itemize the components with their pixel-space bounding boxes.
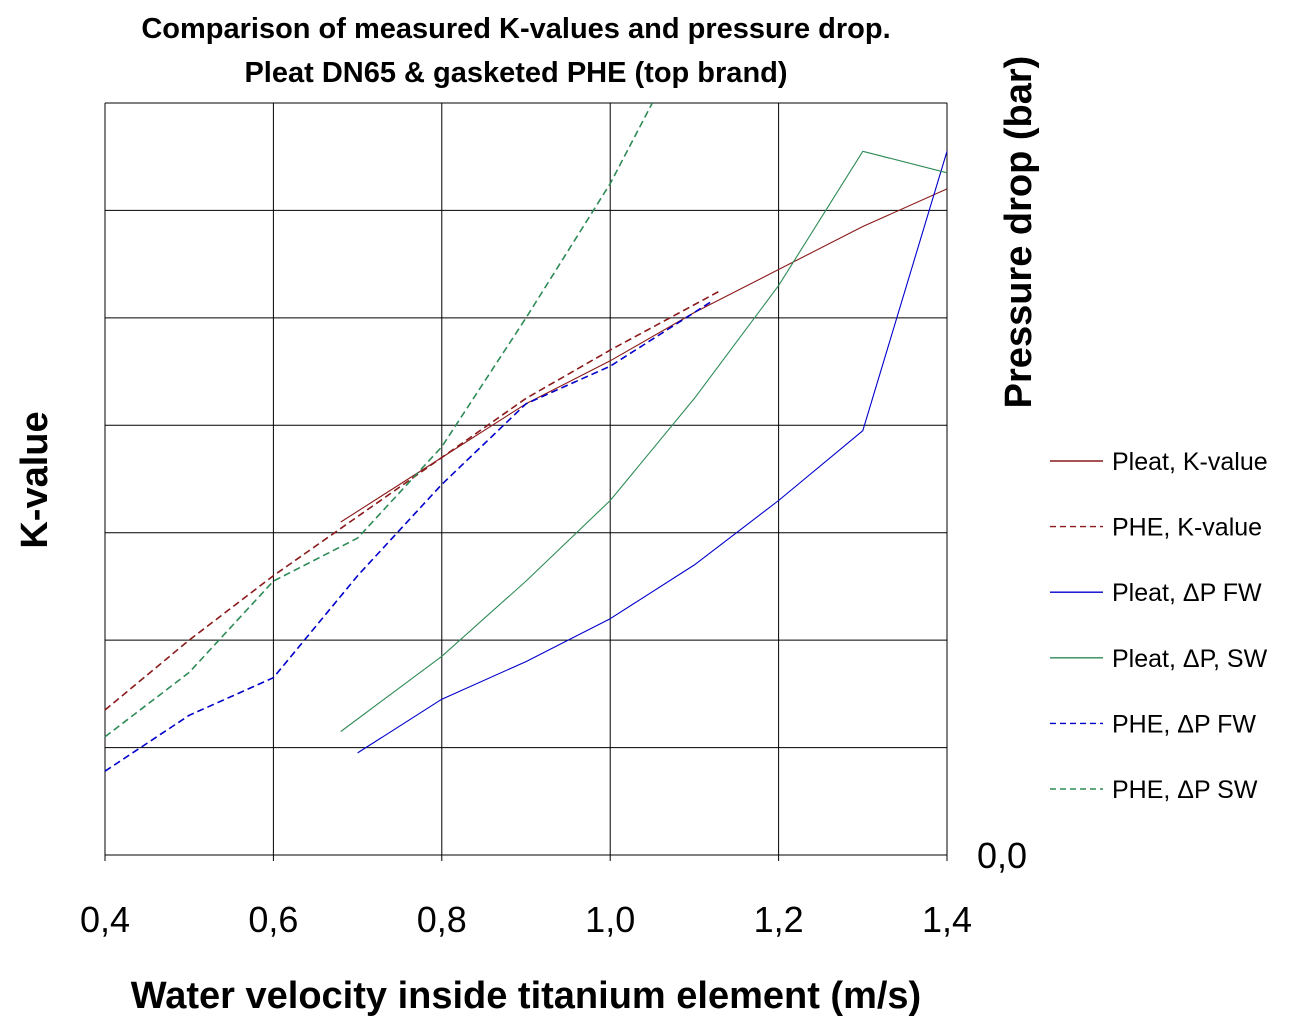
- legend-label: PHE, ΔP SW: [1112, 776, 1258, 804]
- plot-frame: [105, 103, 947, 855]
- x-tick-label: 0,6: [248, 899, 298, 940]
- legend-label: PHE, K-value: [1112, 514, 1262, 542]
- legend-label: Pleat, K-value: [1112, 448, 1268, 476]
- series-line-5: [104, 301, 712, 772]
- series-line-2: [104, 290, 721, 711]
- grid: [104, 102, 948, 861]
- chart-title: Comparison of measured K-values and pres…: [141, 13, 890, 89]
- x-tick-label: 0,8: [417, 899, 467, 940]
- x-tick-label: 1,4: [922, 899, 972, 940]
- series-line-6: [104, 102, 654, 738]
- x-axis-title: Water velocity inside titanium element (…: [131, 975, 921, 1017]
- series-line-3: [357, 151, 948, 754]
- legend: Pleat, K-value PHE, K-value Pleat, ΔP FW Pl…: [1050, 448, 1268, 804]
- legend-label: Pleat, ΔP FW: [1112, 579, 1262, 607]
- chart-title-line-2: Pleat DN65 & gasketed PHE (top brand): [244, 57, 787, 89]
- x-tick-label: 1,0: [585, 899, 635, 940]
- y2-tick-label: 0,0: [977, 835, 1027, 876]
- series-line-1: [340, 188, 948, 523]
- y-axis-title: K-value: [14, 411, 56, 548]
- legend-label: PHE, ΔP FW: [1112, 710, 1256, 738]
- y2-axis-title: Pressure drop (bar): [998, 56, 1040, 409]
- x-tick-labels: 0,4 0,6 0,8 1,0 1,2 1,4: [80, 899, 972, 940]
- chart-title-line-1: Comparison of measured K-values and pres…: [141, 13, 890, 45]
- series-layer: [104, 102, 948, 772]
- x-tick-label: 0,4: [80, 899, 130, 940]
- x-tick-label: 1,2: [754, 899, 804, 940]
- series-line-4: [340, 150, 948, 732]
- legend-label: Pleat, ΔP, SW: [1112, 645, 1268, 673]
